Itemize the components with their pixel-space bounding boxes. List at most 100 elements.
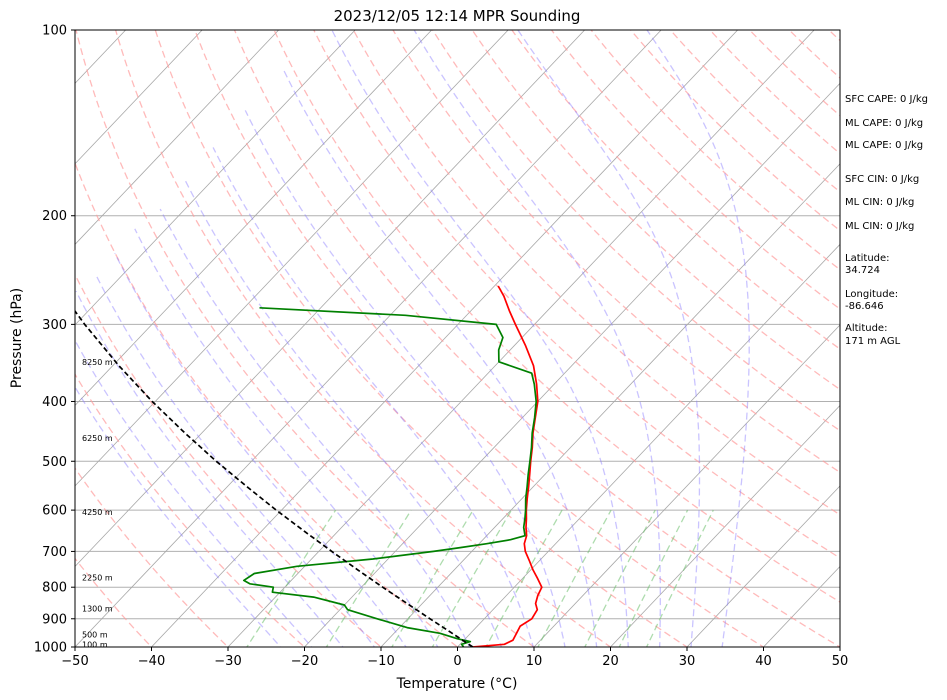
x-tick-label-40: 40	[755, 654, 772, 669]
x-axis-label: Temperature (°C)	[396, 676, 518, 692]
y-tick-label-900: 900	[42, 612, 67, 627]
isotherm-0	[456, 243, 840, 647]
isotherm--80	[75, 30, 433, 407]
mixing-ratio-20	[645, 509, 714, 647]
height-label-0: 100 m	[82, 640, 108, 649]
dry-adiabat-20	[114, 30, 612, 647]
isotherm--40	[150, 30, 739, 647]
y-tick-label-600: 600	[42, 504, 67, 519]
dry-adiabat-60	[273, 30, 840, 603]
series-line-1	[242, 306, 538, 647]
x-tick-label--40: −40	[138, 654, 165, 669]
isotherm-30	[686, 485, 840, 647]
altitude-value: 171 m AGL	[845, 336, 901, 347]
y-tick-label-500: 500	[42, 455, 67, 470]
ml-cape-text-2: ML CAPE: 0 J/kg	[845, 140, 923, 151]
longitude-label: Longitude:	[845, 289, 898, 300]
dry-adiabat-90	[392, 30, 840, 474]
sounding-stats-panel: SFC CAPE: 0 J/kg ML CAPE: 0 J/kg ML CAPE…	[845, 94, 928, 347]
isotherm--30	[227, 30, 815, 647]
mixing-ratio-8	[537, 509, 612, 647]
x-tick-label-10: 10	[526, 654, 543, 669]
series-line-2	[75, 309, 474, 647]
dry-adiabat-180	[748, 30, 840, 117]
sfc-cin-text: SFC CIN: 0 J/kg	[845, 174, 919, 185]
background-lines	[75, 30, 840, 647]
dry-adiabat-100	[431, 30, 840, 432]
moist-adiabat-0	[134, 228, 439, 647]
mixing-ratio-2	[391, 509, 474, 647]
x-tick-label-20: 20	[602, 654, 619, 669]
isotherm-20	[609, 404, 840, 647]
dry-adiabat-30	[154, 30, 689, 647]
height-label-6: 8250 m	[82, 358, 113, 367]
moist-adiabat-16	[244, 110, 566, 647]
dry-adiabat-110	[471, 30, 840, 391]
isotherm--110	[75, 30, 203, 165]
sfc-cape-text: SFC CAPE: 0 J/kg	[845, 94, 928, 105]
y-tick-label-200: 200	[42, 209, 67, 224]
x-tick-label-50: 50	[832, 654, 849, 669]
dry-adiabat-170	[709, 30, 840, 155]
moist-adiabat-36	[646, 30, 750, 647]
height-label-3: 2250 m	[82, 574, 113, 583]
moist-adiabat--16	[75, 339, 313, 647]
isotherm--10	[380, 163, 840, 647]
moist-adiabat-4	[159, 208, 471, 647]
x-tick-label--30: −30	[214, 654, 241, 669]
latitude-label: Latitude:	[845, 253, 890, 264]
y-tick-label-100: 100	[42, 24, 67, 39]
isotherm-10	[533, 324, 840, 647]
x-tick-label--50: −50	[61, 654, 88, 669]
mixing-ratio-5	[485, 509, 563, 647]
isotherm--70	[75, 30, 509, 487]
height-label-5: 6250 m	[82, 434, 113, 443]
height-label-1: 500 m	[82, 630, 108, 639]
mixing-ratio-1	[325, 509, 412, 647]
dry-adiabat--20	[75, 373, 306, 647]
ml-cape-text: ML CAPE: 0 J/kg	[845, 118, 923, 129]
y-tick-label-700: 700	[42, 545, 67, 560]
dry-adiabat-80	[352, 30, 840, 516]
isotherm--50	[75, 30, 662, 647]
ml-cin-text-2: ML CIN: 0 J/kg	[845, 221, 914, 232]
x-tick-label--20: −20	[291, 654, 318, 669]
y-tick-label-800: 800	[42, 581, 67, 596]
x-tick-label-0: 0	[453, 654, 461, 669]
moist-adiabat--8	[95, 275, 376, 647]
dry-adiabat-0	[75, 161, 459, 647]
isotherm--90	[75, 30, 356, 326]
dry-adiabat-50	[233, 30, 840, 647]
x-tick-label-30: 30	[679, 654, 696, 669]
dry-adiabat-120	[511, 30, 840, 350]
height-label-4: 4250 m	[82, 508, 113, 517]
y-tick-label-300: 300	[42, 318, 67, 333]
moist-adiabat-8	[184, 179, 503, 647]
y-tick-label-400: 400	[42, 395, 67, 410]
isotherm--20	[303, 82, 840, 647]
ml-cin-text: ML CIN: 0 J/kg	[845, 197, 914, 208]
dry-adiabat-140	[590, 30, 840, 271]
series-layer	[75, 285, 543, 647]
series-line-0	[472, 285, 543, 647]
dry-adiabat-10	[75, 30, 536, 647]
mixing-ratio-0.4	[246, 509, 337, 647]
mixing-ratio-16	[618, 509, 689, 647]
y-tick-label-1000: 1000	[34, 641, 67, 656]
x-tick-label--10: −10	[367, 654, 394, 669]
y-axis-label: Pressure (hPa)	[9, 288, 25, 388]
altitude-label: Altitude:	[845, 323, 887, 334]
mixing-ratio-3	[431, 509, 513, 647]
mixing-ratio-12	[584, 509, 656, 647]
moist-adiabat--20	[75, 385, 282, 647]
moist-adiabat-32	[517, 30, 701, 647]
isotherm--60	[75, 30, 586, 568]
latitude-value: 34.724	[845, 265, 880, 276]
dry-adiabat--10	[75, 272, 383, 647]
isotherm--100	[75, 30, 280, 245]
longitude-value: -86.646	[845, 301, 884, 312]
chart-title: 2023/12/05 12:14 MPR Sounding	[334, 7, 581, 25]
